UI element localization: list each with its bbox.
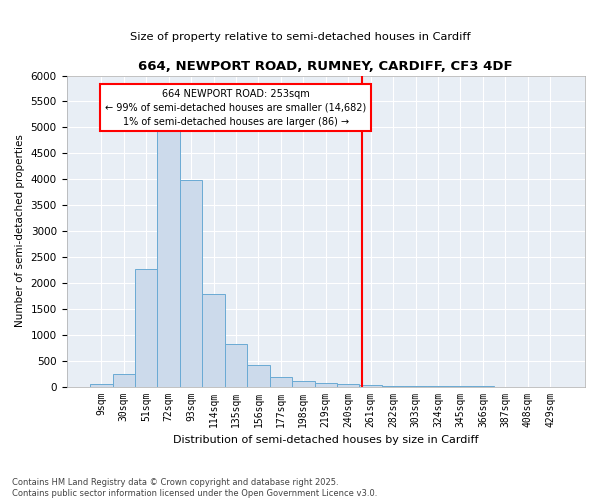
Title: 664, NEWPORT ROAD, RUMNEY, CARDIFF, CF3 4DF: 664, NEWPORT ROAD, RUMNEY, CARDIFF, CF3 …	[139, 60, 513, 73]
Bar	[247, 365, 269, 386]
Text: Contains HM Land Registry data © Crown copyright and database right 2025.
Contai: Contains HM Land Registry data © Crown c…	[12, 478, 377, 498]
Bar	[359, 385, 382, 386]
Bar	[337, 384, 359, 386]
Bar	[113, 374, 135, 386]
Y-axis label: Number of semi-detached properties: Number of semi-detached properties	[15, 134, 25, 328]
Bar	[135, 269, 157, 386]
Text: 664 NEWPORT ROAD: 253sqm
← 99% of semi-detached houses are smaller (14,682)
1% o: 664 NEWPORT ROAD: 253sqm ← 99% of semi-d…	[106, 88, 367, 126]
X-axis label: Distribution of semi-detached houses by size in Cardiff: Distribution of semi-detached houses by …	[173, 435, 479, 445]
Bar	[314, 383, 337, 386]
Bar	[180, 180, 202, 386]
Bar	[202, 294, 225, 386]
Bar	[225, 344, 247, 386]
Bar	[90, 384, 113, 386]
Text: Size of property relative to semi-detached houses in Cardiff: Size of property relative to semi-detach…	[130, 32, 470, 42]
Bar	[292, 381, 314, 386]
Bar	[157, 130, 180, 386]
Bar	[269, 377, 292, 386]
